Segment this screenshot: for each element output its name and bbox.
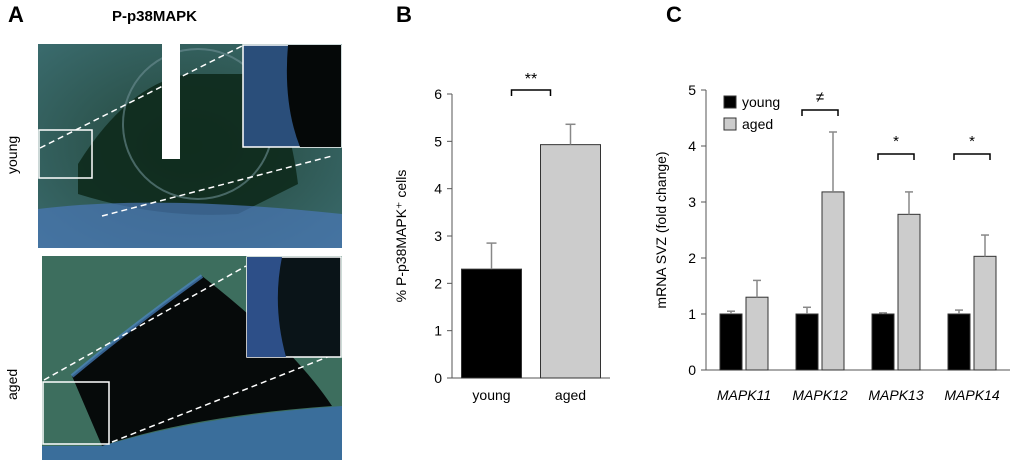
significance-bracket (953, 153, 991, 160)
bar-young-MAPK14 (947, 313, 971, 371)
y-tick-label: 0 (688, 362, 696, 378)
bar-young (461, 268, 522, 379)
y-tick-label: 6 (434, 86, 442, 102)
legend-label: young (742, 94, 780, 110)
y-tick-label: 2 (434, 275, 442, 291)
row-label-aged: aged (4, 368, 20, 400)
x-tick-label: young (472, 387, 510, 403)
y-tick-label: 5 (434, 133, 442, 149)
legend-swatch-young (723, 95, 737, 109)
significance-bracket (510, 89, 552, 96)
bar-young-MAPK13 (871, 313, 895, 371)
significance-label: * (893, 133, 899, 150)
y-tick-label: 3 (434, 228, 442, 244)
y-tick-label: 2 (688, 250, 696, 266)
panel-a-title: P-p38MAPK (112, 8, 198, 25)
chart-c: 0 1 2 3 4 5 MAPK11 MAPK12 MAPK13 MAPK14 ≠ * * young ag… (653, 82, 1010, 403)
row-label-young: young (4, 135, 20, 174)
y-tick-label: 1 (434, 323, 442, 339)
legend-swatch-aged (723, 117, 737, 131)
micrograph-young (38, 44, 342, 248)
bar-aged (540, 144, 601, 379)
y-tick-label: 4 (688, 138, 696, 154)
bar-young-MAPK11 (719, 313, 743, 371)
panel-a-letter: A (8, 2, 24, 27)
significance-bracket (801, 109, 839, 116)
x-tick-label: MAPK12 (792, 387, 847, 403)
bar-young-MAPK12 (795, 313, 819, 371)
significance-bracket (877, 153, 915, 160)
legend-label: aged (742, 116, 773, 132)
bar-aged-MAPK12 (821, 191, 845, 371)
y-axis-label: % P-p38MAPK⁺ cells (393, 170, 409, 303)
y-tick-label: 0 (434, 370, 442, 386)
x-tick-label: MAPK13 (868, 387, 923, 403)
bar-aged-MAPK14 (973, 255, 997, 371)
panel-c-letter: C (666, 2, 682, 27)
chart-b: 0 1 2 3 4 5 6 young aged ** % P-p38MAPK⁺ cells (393, 71, 610, 403)
significance-label: ≠ (816, 89, 824, 106)
y-axis-label: mRNA SVZ (fold change) (653, 151, 669, 308)
y-tick-label: 3 (688, 194, 696, 210)
micrograph-aged (42, 256, 342, 460)
panel-b-letter: B (396, 2, 412, 27)
x-tick-label: MAPK14 (944, 387, 999, 403)
y-tick-label: 1 (688, 306, 696, 322)
bar-aged-MAPK11 (745, 296, 769, 371)
y-tick-label: 5 (688, 82, 696, 98)
significance-label: ** (525, 71, 537, 88)
x-tick-label: aged (555, 387, 586, 403)
bar-aged-MAPK13 (897, 213, 921, 371)
x-tick-label: MAPK11 (717, 387, 771, 403)
significance-label: * (969, 133, 975, 150)
y-tick-label: 4 (434, 181, 442, 197)
